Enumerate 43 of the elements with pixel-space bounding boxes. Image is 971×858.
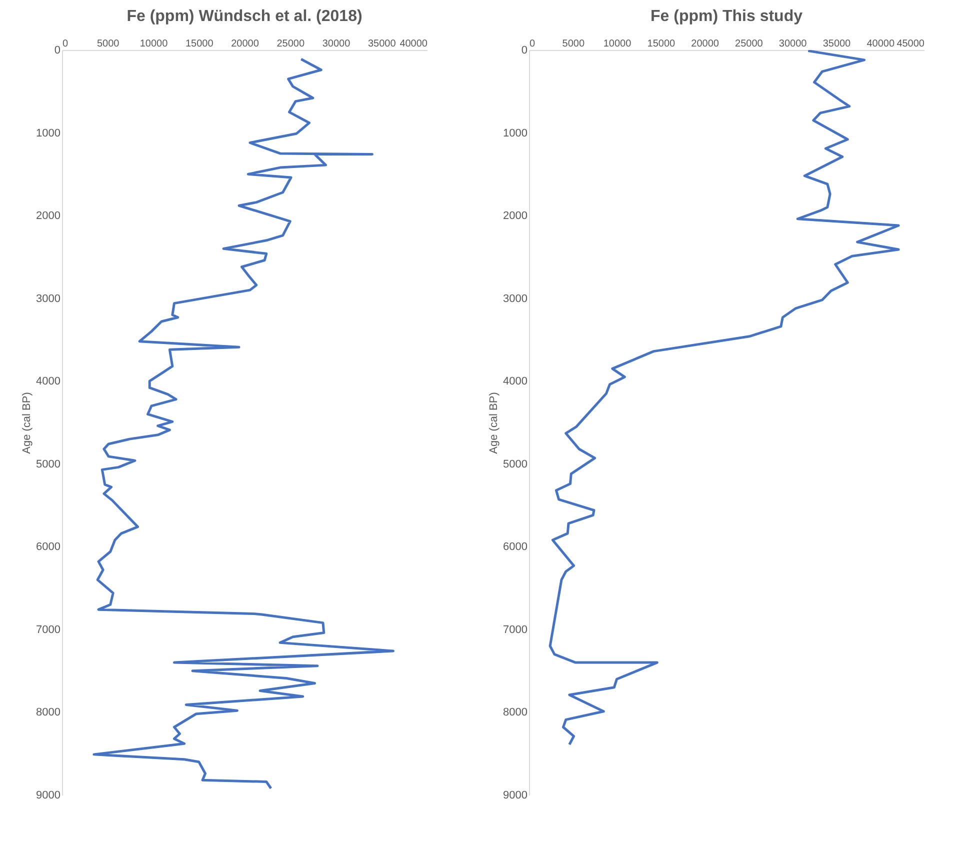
y-tick-label: 3000 [503,292,528,305]
y-tick-label: 6000 [36,541,60,554]
x-tick-label: 15000 [185,38,214,50]
x-tick-label: 20000 [691,38,720,50]
x-tick-label: 25000 [735,38,764,50]
x-tick-label: 5000 [562,38,585,50]
line-series [548,50,900,746]
x-tick-label: 20000 [231,38,260,50]
y-tick-label: 4000 [36,376,60,388]
x-tick-label: 0 [530,38,536,50]
y-tick-label: 1000 [36,127,60,140]
y-tick-label: 2000 [503,210,528,222]
x-tick-label: 35000 [822,38,852,50]
y-tick-label: 3000 [36,292,60,305]
y-tick-label: 9000 [503,790,528,802]
x-tick-label: 0 [62,38,68,50]
x-tick-label: 15000 [647,38,676,50]
y-axis-title: Age (cal BP) [21,392,34,454]
x-tick-label: 35000 [368,38,396,50]
y-tick-label: 8000 [36,706,60,719]
x-tick-label: 30000 [322,38,351,50]
y-tick-label: 4000 [503,376,528,388]
x-tick-label: 40000 [400,38,428,50]
x-tick-label: 10000 [140,38,168,50]
x-tick-label: 5000 [97,38,120,50]
y-axis-title: Age (cal BP) [488,392,500,454]
y-tick-label: 2000 [36,210,60,222]
y-tick-label: 5000 [36,458,60,470]
x-tick-label: 40000 [866,38,895,50]
y-tick-label: 7000 [503,624,528,636]
y-tick-label: 9000 [36,790,60,802]
chart-title: Fe (ppm) This study [650,8,803,25]
x-tick-label: 45000 [896,38,925,50]
y-tick-label: 6000 [503,541,528,554]
y-tick-label: 5000 [503,458,528,470]
x-tick-label: 25000 [276,38,305,50]
x-tick-label: 30000 [778,38,808,50]
x-tick-label: 10000 [603,38,632,50]
chart-title: Fe (ppm) Wündsch et al. (2018) [126,8,362,25]
y-tick-label: 7000 [36,624,60,636]
y-tick-label: 1000 [503,127,528,140]
y-tick-label: 8000 [503,706,528,719]
line-series [92,58,394,790]
